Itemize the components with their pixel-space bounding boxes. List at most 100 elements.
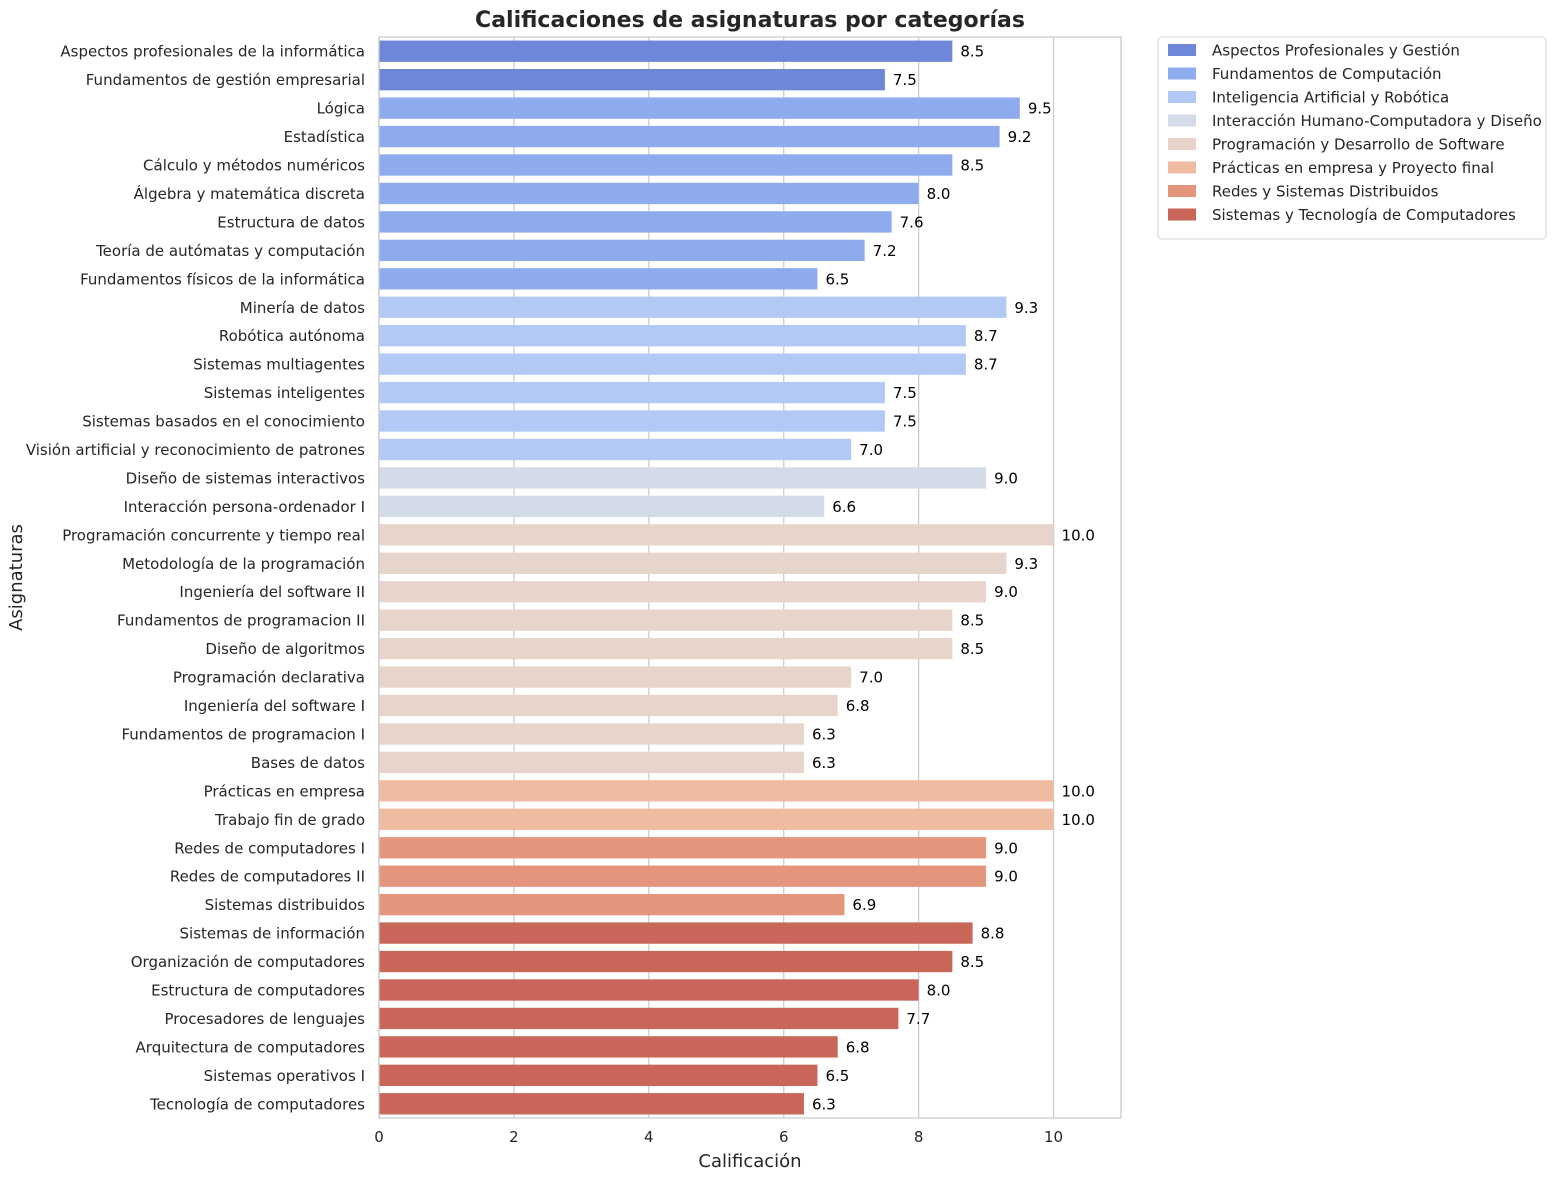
bar-value-label: 8.8 xyxy=(981,925,1005,943)
y-tick-label: Fundamentos de programacion I xyxy=(121,725,365,743)
legend: Aspectos Profesionales y Gestión Fundamen… xyxy=(1157,36,1547,240)
bar-value-label: 7.2 xyxy=(873,242,897,260)
bar-value-label: 6.9 xyxy=(852,896,876,914)
bar-value-label: 9.0 xyxy=(994,469,1018,487)
bar xyxy=(379,97,1020,119)
bar-value-label: 9.0 xyxy=(994,583,1018,601)
bar xyxy=(379,1064,818,1086)
y-tick-label: Aspectos profesionales de la informática xyxy=(60,43,365,61)
y-tick-label: Sistemas multiagentes xyxy=(193,356,365,374)
bar xyxy=(379,837,987,859)
x-tick-label: 8 xyxy=(914,1128,924,1146)
legend-swatch xyxy=(1168,161,1196,174)
y-tick-label: Programación concurrente y tiempo real xyxy=(62,526,365,544)
legend-entry: Prácticas en empresa y Proyecto final xyxy=(1212,159,1494,177)
y-tick-label: Programación declarativa xyxy=(173,669,365,687)
legend-swatch xyxy=(1168,67,1196,80)
bar-value-label: 9.3 xyxy=(1014,555,1038,573)
y-tick-label: Sistemas basados en el conocimiento xyxy=(82,413,365,431)
bar xyxy=(379,694,838,717)
bar-value-label: 8.5 xyxy=(960,612,984,630)
y-tick-label: Tecnología de computadores xyxy=(149,1095,365,1113)
y-tick-label: Redes de computadores I xyxy=(174,839,365,857)
bar xyxy=(379,239,865,262)
legend-entry: Inteligencia Artificial y Robótica xyxy=(1212,89,1449,107)
bar xyxy=(379,979,919,1001)
y-tick-label: Ingeniería del software I xyxy=(184,697,365,715)
bar xyxy=(379,211,892,233)
y-tick-label: Bases de datos xyxy=(251,754,365,772)
bar xyxy=(379,751,804,774)
legend-swatch xyxy=(1168,138,1196,150)
legend-swatch xyxy=(1168,185,1196,197)
y-tick-label: Fundamentos de programacion II xyxy=(117,612,365,630)
bar-value-label: 10.0 xyxy=(1062,811,1095,829)
x-tick-label: 6 xyxy=(779,1128,789,1146)
bar-value-label: 9.5 xyxy=(1028,100,1052,118)
bar xyxy=(379,381,885,404)
y-tick-label: Sistemas de información xyxy=(180,925,365,943)
bar-value-label: 6.3 xyxy=(812,1095,836,1113)
y-tick-label: Organización de computadores xyxy=(131,953,365,971)
y-tick-label: Metodología de la programación xyxy=(122,555,365,573)
bar xyxy=(379,1007,899,1030)
bar-value-label: 6.8 xyxy=(846,1038,870,1056)
bar-value-labels: 8.57.59.59.28.58.07.67.26.59.38.78.77.57… xyxy=(812,43,1095,1114)
bar-value-label: 10.0 xyxy=(1062,782,1095,800)
y-tick-label: Sistemas distribuidos xyxy=(205,896,366,914)
x-tick-labels: 0 2 4 6 8 10 xyxy=(374,1128,1063,1146)
chart-title: Calificaciones de asignaturas por catego… xyxy=(475,8,1025,33)
y-tick-label: Estadística xyxy=(284,128,365,146)
y-tick-label: Procesadores de lenguajes xyxy=(165,1010,366,1028)
x-tick-label: 0 xyxy=(374,1128,384,1146)
bar-value-label: 6.6 xyxy=(832,498,856,516)
y-tick-labels: Aspectos profesionales de la informática… xyxy=(26,43,365,1114)
bar xyxy=(379,296,1007,318)
bar-value-label: 8.5 xyxy=(960,953,984,971)
bar xyxy=(379,609,953,631)
bar-value-label: 7.0 xyxy=(859,441,883,459)
bar xyxy=(379,780,1054,802)
bar xyxy=(379,353,966,375)
bar xyxy=(379,125,1000,148)
bar-value-label: 7.7 xyxy=(906,1010,930,1028)
legend-entry: Fundamentos de Computación xyxy=(1212,65,1442,83)
y-tick-label: Interacción persona-ordenador I xyxy=(124,498,365,516)
bar xyxy=(379,893,845,916)
x-tick-label: 4 xyxy=(644,1128,654,1146)
y-tick-label: Teoría de autómatas y computación xyxy=(95,242,365,260)
y-tick-label: Lógica xyxy=(317,100,365,118)
bar-value-label: 7.5 xyxy=(893,413,917,431)
bar xyxy=(379,808,1054,830)
bar-value-label: 8.5 xyxy=(960,43,984,61)
y-tick-label: Sistemas operativos I xyxy=(204,1067,365,1085)
bar-value-label: 6.8 xyxy=(846,697,870,715)
y-tick-label: Diseño de algoritmos xyxy=(205,640,365,658)
legend-swatch xyxy=(1168,208,1196,221)
bar-value-label: 8.7 xyxy=(974,327,998,345)
legend-frame xyxy=(1157,36,1547,240)
legend-entry: Aspectos Profesionales y Gestión xyxy=(1212,42,1460,60)
y-tick-label: Visión artificial y reconocimiento de pa… xyxy=(26,441,365,459)
y-tick-label: Prácticas en empresa xyxy=(204,782,365,800)
bar xyxy=(379,1093,804,1115)
x-tick-label: 10 xyxy=(1044,1128,1063,1146)
bar-value-label: 6.5 xyxy=(825,270,849,288)
bar-value-label: 7.5 xyxy=(893,71,917,89)
bar-value-label: 9.2 xyxy=(1008,128,1032,146)
legend-entry: Redes y Sistemas Distribuidos xyxy=(1212,183,1439,201)
bar xyxy=(379,410,885,432)
y-tick-label: Fundamentos físicos de la informática xyxy=(80,270,365,288)
y-tick-label: Trabajo fin de grado xyxy=(214,811,365,829)
legend-entry: Interacción Humano-Computadora y Diseño xyxy=(1212,112,1542,130)
bar xyxy=(379,637,953,660)
plot-frame xyxy=(378,36,1122,1119)
bar-value-label: 6.5 xyxy=(825,1067,849,1085)
legend-swatch xyxy=(1168,114,1196,127)
bar xyxy=(379,495,825,518)
y-tick-label: Robótica autónoma xyxy=(219,327,365,345)
bar xyxy=(379,922,973,944)
bar xyxy=(379,865,987,887)
bar xyxy=(379,950,953,973)
